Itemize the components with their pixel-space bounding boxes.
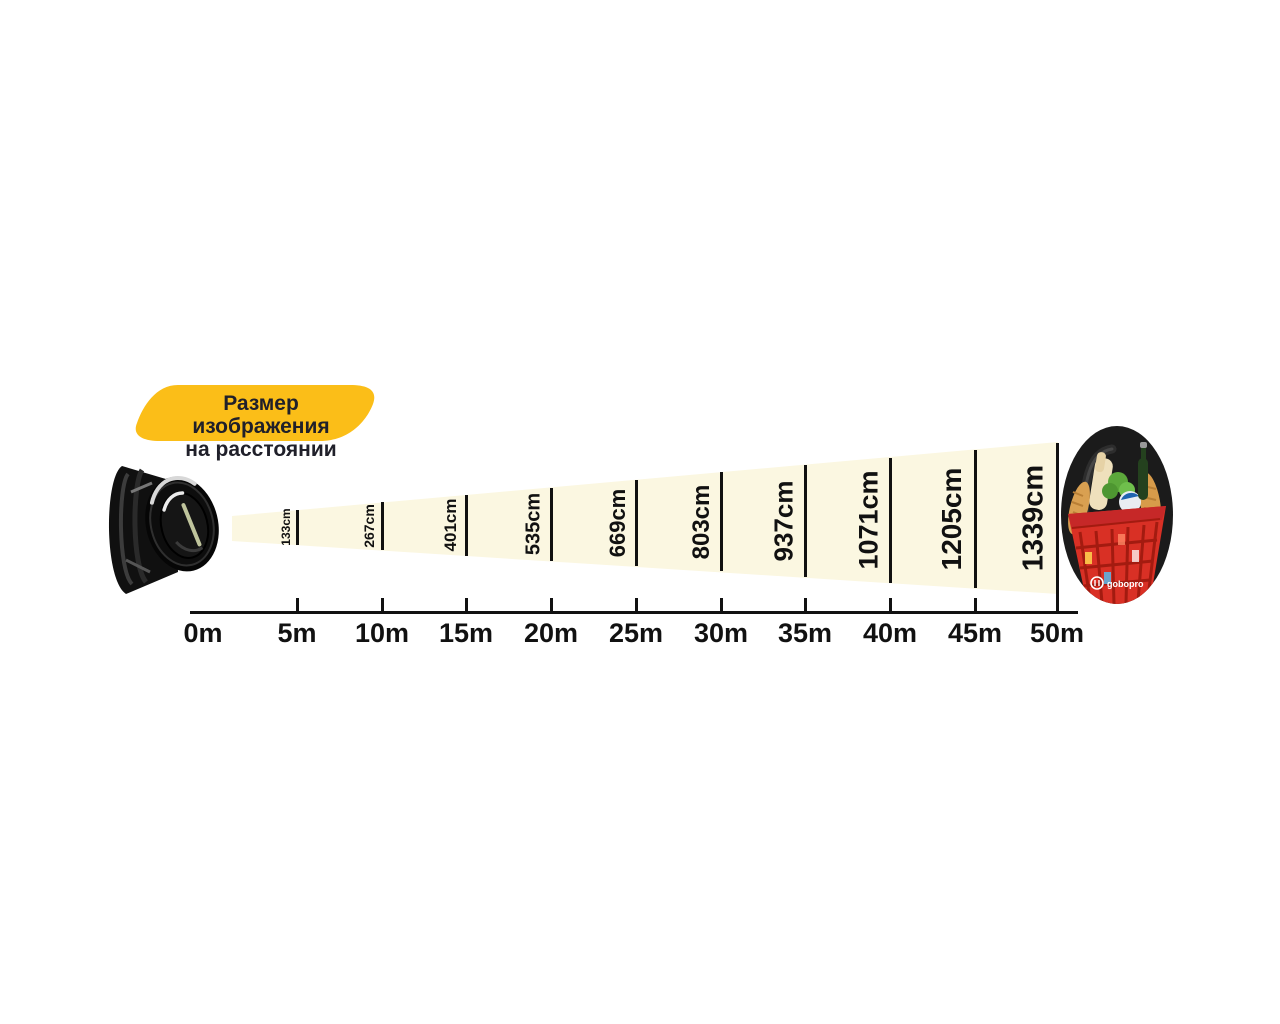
- size-marker-line-20m: [550, 488, 553, 561]
- size-marker-label-25m: 669cm: [605, 488, 630, 558]
- projected-image: gobopro: [1061, 426, 1173, 604]
- axis-tick-10m: [381, 598, 384, 612]
- axis-label-45m: 45m: [947, 618, 1003, 648]
- axis-tick-20m: [550, 598, 553, 612]
- gobopro-logo-text: gobopro: [1107, 579, 1144, 589]
- axis-tick-35m: [804, 598, 807, 612]
- size-marker-label-20m: 535cm: [522, 492, 545, 556]
- size-marker-label-30m: 803cm: [688, 484, 715, 560]
- size-marker-line-35m: [804, 465, 807, 577]
- size-marker-line-40m: [889, 458, 892, 583]
- size-marker-line-25m: [635, 480, 638, 566]
- size-marker-label-40m: 1071cm: [853, 470, 884, 570]
- title-badge: Размер изображения на расстоянии: [152, 392, 370, 461]
- size-marker-line-15m: [465, 495, 468, 556]
- size-marker-label-35m: 937cm: [768, 480, 799, 562]
- size-marker-label-5m: 133cm: [279, 508, 293, 546]
- axis-tick-5m: [296, 598, 299, 612]
- axis-label-25m: 25m: [608, 618, 664, 648]
- axis-label-30m: 30m: [693, 618, 749, 648]
- size-marker-label-45m: 1205cm: [936, 467, 967, 571]
- size-marker-label-15m: 401cm: [441, 498, 460, 552]
- axis-tick-30m: [720, 598, 723, 612]
- axis-label-40m: 40m: [862, 618, 918, 648]
- size-marker-line-5m: [296, 510, 299, 545]
- size-marker-line-30m: [720, 472, 723, 571]
- gobopro-logo: gobopro: [1090, 576, 1144, 590]
- title-badge-shape: [135, 385, 375, 441]
- title-badge-line2: на расстоянии: [185, 438, 337, 461]
- size-marker-label-10m: 267cm: [361, 504, 377, 548]
- axis-label-50m: 50m: [1029, 618, 1085, 648]
- axis-label-10m: 10m: [354, 618, 410, 648]
- axis-tick-15m: [465, 598, 468, 612]
- axis-tick-25m: [635, 598, 638, 612]
- size-marker-line-45m: [974, 450, 977, 588]
- distance-axis: [190, 611, 1078, 614]
- axis-label-15m: 15m: [438, 618, 494, 648]
- projector-graphic: [108, 466, 219, 594]
- light-beam: [232, 442, 1058, 594]
- axis-tick-40m: [889, 598, 892, 612]
- axis-label-20m: 20m: [523, 618, 579, 648]
- axis-label-35m: 35m: [777, 618, 833, 648]
- size-marker-line-10m: [381, 502, 384, 550]
- axis-tick-45m: [974, 598, 977, 612]
- basket-icon: gobopro: [1068, 442, 1166, 604]
- title-badge-line1: Размер изображения: [192, 392, 330, 438]
- size-marker-label-50m: 1339cm: [1017, 464, 1050, 572]
- axis-label-5m: 5m: [277, 618, 317, 648]
- size-marker-line-50m: [1056, 443, 1059, 613]
- axis-label-0m: 0m: [183, 618, 223, 648]
